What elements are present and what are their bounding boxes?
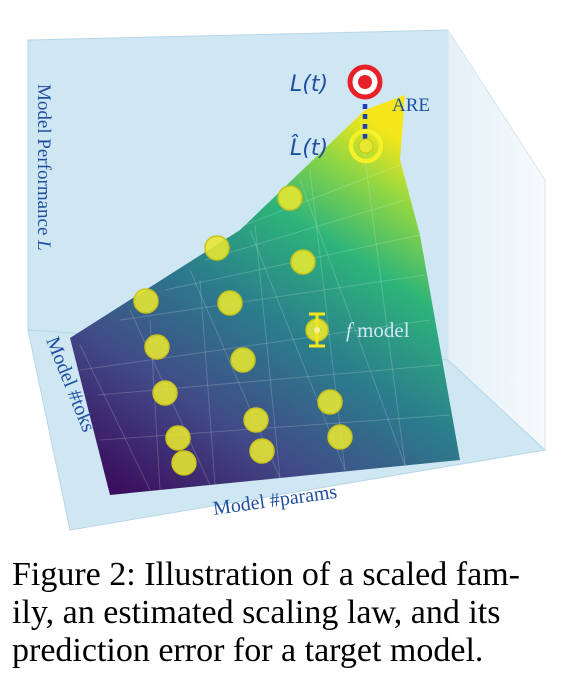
scaling-law-figure: Model Performance L Model #toks Model #p… [27, 28, 547, 531]
model-point [165, 425, 191, 451]
estimate-label: L̂(t) [290, 135, 328, 161]
y-axis-label: Model Performance L [33, 84, 54, 251]
error-bar-icon [305, 312, 329, 348]
model-point [317, 389, 343, 415]
error-label: ARE [392, 95, 430, 116]
caption-line: ily, an estimated scaling law, and its [12, 594, 501, 631]
target-label: L(t) [290, 72, 328, 97]
target-marker-icon [347, 64, 383, 100]
estimate-marker-icon [348, 128, 384, 164]
family-points [133, 185, 353, 476]
caption-line: Figure 2: Illustration of a scaled fam- [12, 556, 520, 593]
caption-line: prediction error for a target model. [12, 632, 484, 669]
model-point [290, 249, 316, 275]
figure-caption: Figure 2: Illustration of a scaled fam- … [12, 556, 580, 670]
model-point [249, 438, 275, 464]
model-label: f model [346, 318, 410, 342]
model-point [327, 424, 353, 450]
model-point [277, 185, 303, 211]
model-point [204, 235, 230, 261]
model-point [171, 450, 197, 476]
model-point [144, 334, 170, 360]
model-point [230, 347, 256, 373]
model-point [152, 380, 178, 406]
model-point [243, 407, 269, 433]
model-point [217, 290, 243, 316]
model-point [133, 288, 159, 314]
